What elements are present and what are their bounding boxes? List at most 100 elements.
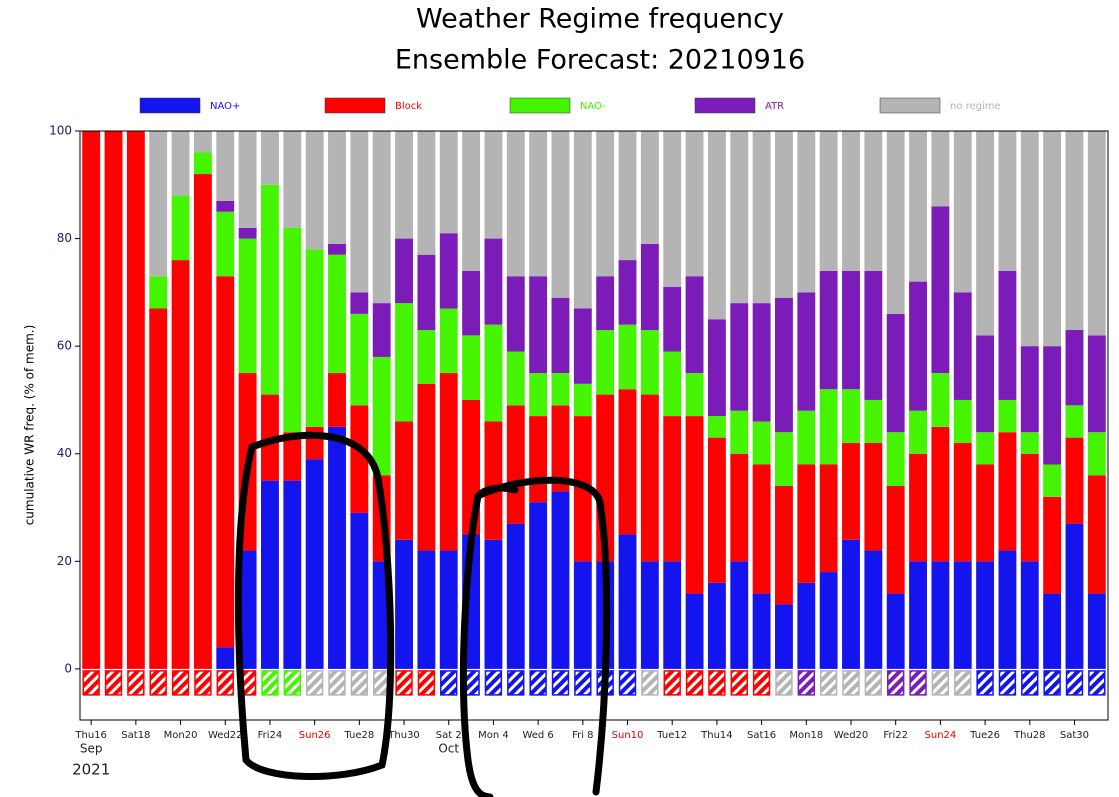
dominant-regime-box — [127, 670, 145, 696]
bar-segment — [819, 572, 838, 669]
x-tick-label: Tue26 — [969, 730, 1000, 741]
bar-segment — [953, 442, 972, 562]
x-tick-label: Fri 8 — [572, 730, 593, 741]
bar-segment — [640, 561, 659, 669]
bar-segment — [842, 131, 860, 271]
bar-segment — [663, 286, 682, 352]
bar-segment — [395, 238, 413, 304]
bar-segment — [685, 373, 704, 417]
bar-segment — [797, 582, 816, 669]
bar-segment — [417, 550, 436, 669]
bar-segment — [462, 335, 481, 400]
bar-segment — [439, 131, 458, 234]
y-axis-label: cumulative WR freq. (% of mem.) — [23, 325, 37, 526]
bar-segment — [573, 383, 592, 417]
bar-segment — [395, 539, 413, 669]
bar-segment — [529, 416, 548, 503]
dominant-regime-box — [440, 670, 458, 696]
bar-segment — [1065, 405, 1084, 438]
bar-segment — [417, 330, 436, 384]
dominant-regime-box — [998, 670, 1017, 696]
y-tick-label: 40 — [57, 446, 72, 460]
bar-segment — [104, 131, 123, 669]
bar-segment — [640, 330, 659, 395]
bar-segment — [305, 131, 324, 250]
bar-segment — [171, 260, 190, 669]
dominant-regime-box — [1043, 670, 1061, 696]
bar-segment — [596, 330, 615, 395]
bar-segment — [551, 405, 570, 492]
bar-segment — [506, 276, 525, 352]
bar-segment — [1043, 131, 1062, 347]
bar-segment — [261, 184, 279, 395]
bar-segment — [238, 131, 257, 228]
bar-segment — [283, 432, 302, 481]
x-tick-label: Mon18 — [789, 730, 823, 741]
bar-segment — [596, 131, 615, 277]
dominant-regime-box — [507, 670, 525, 696]
bar-segment — [953, 561, 972, 669]
bar-segment — [149, 308, 168, 669]
bar-segment — [685, 131, 704, 277]
bar-segment — [261, 131, 279, 185]
bar-segment — [350, 313, 369, 406]
legend-label: no regime — [950, 101, 1001, 112]
bar-segment — [797, 464, 816, 583]
bar-segment — [193, 152, 212, 175]
dominant-regime-box — [954, 670, 972, 696]
legend-label: ATR — [765, 101, 784, 112]
bar-segment — [439, 550, 458, 669]
bar-segment — [775, 131, 793, 298]
bar-segment — [685, 276, 704, 374]
bar-segment — [328, 131, 346, 244]
x-tick-label: Mon20 — [164, 730, 198, 741]
dominant-regime-box — [1065, 670, 1084, 696]
bar-segment — [529, 276, 548, 374]
plot-area: 0 20 40 60 80 100 Thu16 Sat18 Mon20 Wed22 Fri24 Sun… — [49, 124, 1109, 779]
chart-title: Weather Regime frequency — [416, 4, 784, 35]
bar-segment — [663, 561, 682, 669]
bar-segment — [1065, 437, 1084, 524]
legend-label: NAO- — [580, 101, 606, 112]
bar-segment — [439, 373, 458, 551]
bar-segment — [216, 647, 235, 669]
bar-segment — [730, 453, 749, 562]
dominant-regime-box — [708, 670, 726, 696]
bar-segment — [931, 561, 950, 669]
bar-segment — [752, 464, 771, 594]
bar-segment — [350, 405, 369, 513]
y-tick-label: 60 — [57, 339, 72, 353]
dominant-regime-box — [1088, 670, 1106, 696]
bar-segment — [395, 131, 413, 239]
bar-segment — [1020, 131, 1039, 347]
bar-segment — [1087, 131, 1106, 336]
bar-segment — [1065, 131, 1084, 331]
bar-segment — [1043, 593, 1062, 669]
bar-segment — [842, 389, 860, 443]
bar-segment — [998, 270, 1017, 400]
dominant-regime-box — [842, 670, 860, 696]
dominant-regime-box — [730, 670, 748, 696]
bar-segment — [149, 131, 168, 277]
bar-segment — [618, 389, 637, 535]
legend-swatch — [694, 97, 756, 114]
dominant-regime-box — [283, 670, 301, 696]
bar-segment — [506, 405, 525, 524]
bar-segment — [171, 131, 190, 196]
bar-segment — [573, 308, 592, 384]
bar-segment — [909, 281, 927, 411]
bar-segment — [551, 373, 570, 406]
bar-segment — [685, 416, 704, 594]
dominant-regime-box — [417, 670, 436, 696]
dominant-regime-box — [775, 670, 793, 696]
bar-segment — [886, 486, 905, 594]
bar-segment — [462, 131, 481, 271]
dominant-regime-box — [216, 670, 234, 696]
x-tick-label: Tue12 — [656, 730, 687, 741]
bar-segment — [1020, 346, 1039, 433]
bar-segment — [484, 324, 503, 422]
bar-segment — [305, 426, 324, 460]
bar-segment — [931, 426, 950, 562]
bar-segment — [283, 131, 302, 228]
bar-segment — [931, 206, 950, 374]
